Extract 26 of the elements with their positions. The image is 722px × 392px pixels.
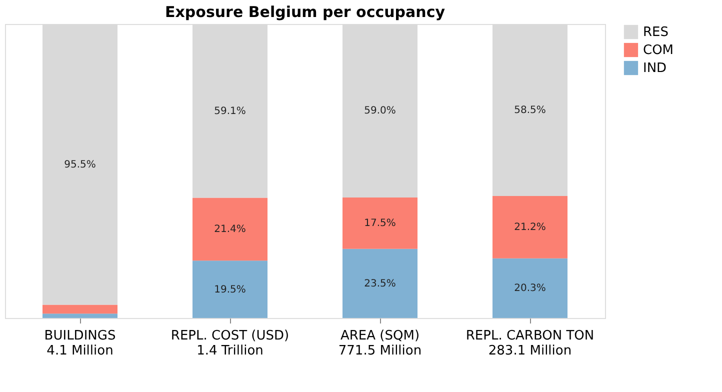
bar (192, 198, 268, 261)
data-label: 19.5% (214, 284, 246, 296)
x-tick-label: REPL. CARBON TON 283.1 Million (466, 328, 594, 358)
data-label: 20.3% (514, 283, 546, 294)
legend-label: COM (643, 43, 674, 58)
data-label: 21.4% (214, 224, 246, 236)
bar (192, 260, 268, 318)
x-tick-label: REPL. COST (USD) 1.4 Trillion (170, 328, 290, 358)
data-label: 59.0% (364, 106, 396, 117)
data-label: 59.1% (214, 106, 246, 117)
x-tick-label: BUILDINGS 4.1 Million (44, 328, 116, 358)
data-label: 95.5% (64, 159, 96, 170)
bar (492, 258, 568, 318)
legend-label: IND (643, 61, 667, 76)
bar (42, 304, 118, 314)
legend-label: RES (643, 25, 668, 40)
x-tick-label: AREA (SQM) 771.5 Million (338, 328, 422, 358)
bar (42, 314, 118, 318)
data-label: 23.5% (364, 278, 396, 290)
bar (492, 196, 568, 258)
bar (342, 248, 418, 318)
chart-title: Exposure Belgium per occupancy (164, 3, 446, 21)
data-label: 21.2% (514, 222, 546, 234)
data-label: 58.5% (514, 104, 546, 116)
data-label: 17.5% (364, 218, 396, 230)
bar (342, 197, 418, 249)
